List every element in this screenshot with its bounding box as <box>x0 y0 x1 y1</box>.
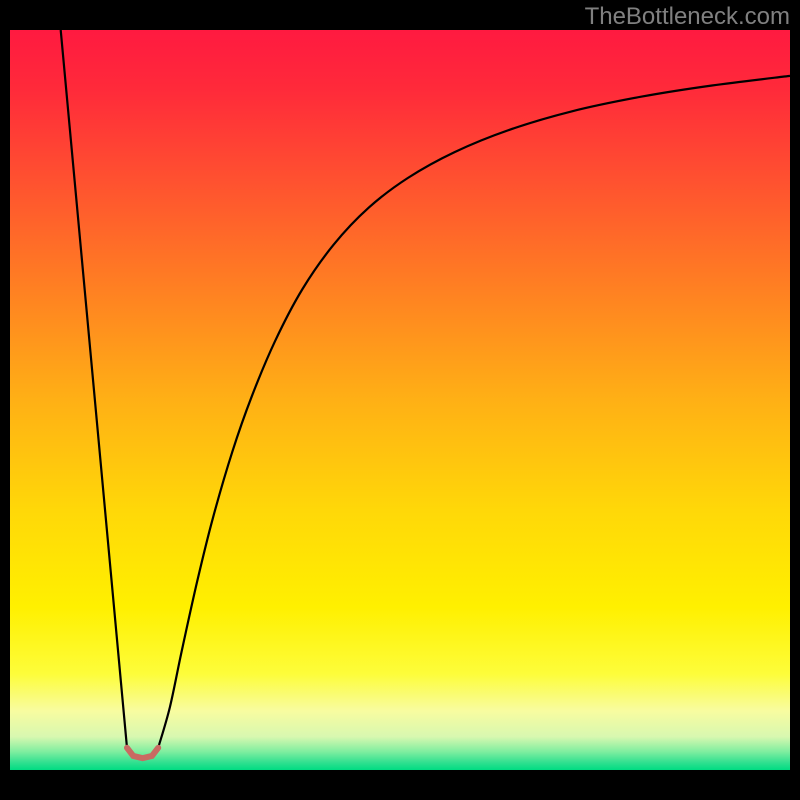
bottleneck-chart <box>10 30 790 770</box>
watermark-text: TheBottleneck.com <box>585 3 790 31</box>
gradient-background <box>10 30 790 770</box>
